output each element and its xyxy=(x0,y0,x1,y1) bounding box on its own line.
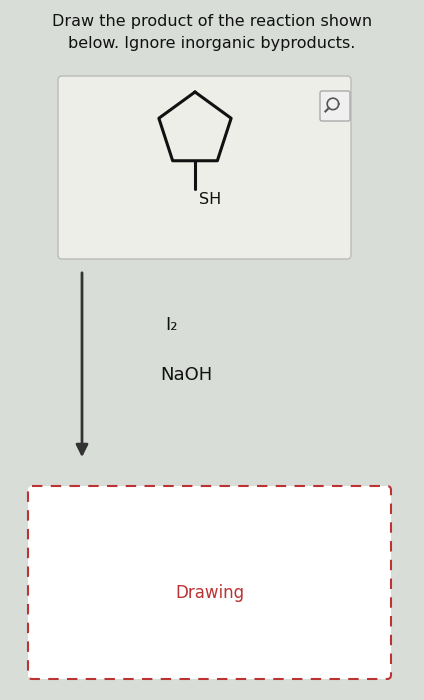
FancyBboxPatch shape xyxy=(320,91,350,121)
Text: Drawing: Drawing xyxy=(175,584,244,601)
Text: NaOH: NaOH xyxy=(160,366,212,384)
FancyBboxPatch shape xyxy=(58,76,351,259)
Text: I₂: I₂ xyxy=(165,316,178,334)
FancyBboxPatch shape xyxy=(28,486,391,679)
Text: below. Ignore inorganic byproducts.: below. Ignore inorganic byproducts. xyxy=(68,36,356,51)
Text: Draw the product of the reaction shown: Draw the product of the reaction shown xyxy=(52,14,372,29)
Text: SH: SH xyxy=(199,192,221,206)
